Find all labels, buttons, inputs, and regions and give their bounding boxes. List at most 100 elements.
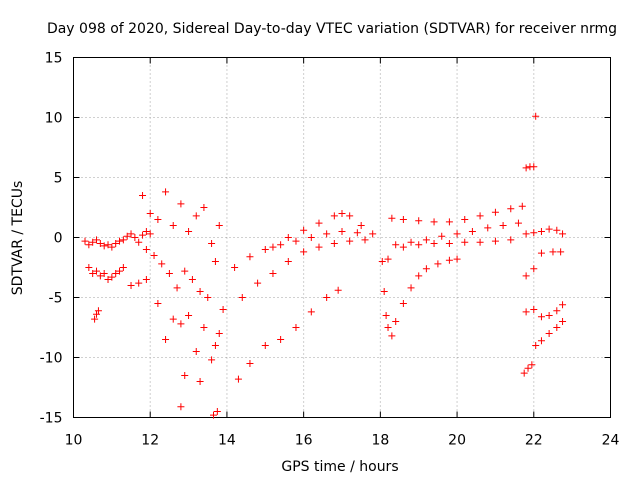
data-point xyxy=(399,243,407,251)
data-point xyxy=(518,202,526,210)
data-point xyxy=(559,230,567,238)
data-point xyxy=(89,270,97,277)
data-point xyxy=(146,210,154,217)
data-point xyxy=(231,264,239,271)
data-point xyxy=(192,212,200,220)
data-point xyxy=(127,230,135,238)
data-point xyxy=(557,248,565,256)
data-point xyxy=(346,212,354,220)
data-point xyxy=(330,212,338,220)
data-point xyxy=(528,361,536,369)
data-point xyxy=(185,312,193,319)
data-point xyxy=(269,270,277,277)
data-point xyxy=(559,318,567,325)
data-point xyxy=(315,243,323,251)
data-point xyxy=(208,240,216,247)
y-axis-label: SDTVAR / TECUs xyxy=(10,181,26,296)
data-point xyxy=(380,288,388,295)
data-point xyxy=(549,248,557,256)
data-point xyxy=(89,238,97,246)
data-point xyxy=(100,242,108,250)
data-point xyxy=(162,188,170,196)
series-9 xyxy=(388,202,526,226)
data-point xyxy=(422,236,430,244)
data-point xyxy=(139,192,147,199)
data-point xyxy=(177,403,185,411)
data-point xyxy=(139,231,147,239)
data-point xyxy=(292,237,300,245)
data-point xyxy=(215,330,223,337)
data-point xyxy=(127,282,135,289)
data-point xyxy=(382,312,390,319)
data-point xyxy=(112,240,120,247)
data-point xyxy=(150,252,158,259)
data-point xyxy=(181,372,189,379)
data-point xyxy=(323,294,331,301)
data-point xyxy=(524,364,532,372)
data-point xyxy=(96,272,104,280)
data-point xyxy=(532,342,540,349)
grid-lines xyxy=(73,57,611,418)
data-point xyxy=(530,265,538,273)
data-point xyxy=(261,342,269,349)
data-point xyxy=(392,318,400,325)
data-point xyxy=(484,224,492,232)
data-point xyxy=(169,222,177,229)
x-tick-label: 16 xyxy=(295,433,313,449)
data-point xyxy=(434,260,442,268)
data-point xyxy=(269,243,277,251)
data-point xyxy=(177,200,185,208)
data-point xyxy=(361,236,369,244)
data-point xyxy=(334,286,342,294)
data-point xyxy=(146,230,154,238)
data-point xyxy=(108,243,116,251)
data-point xyxy=(204,294,212,301)
series-1 xyxy=(85,264,150,289)
data-point xyxy=(173,284,181,292)
data-point xyxy=(192,348,200,355)
y-tick-label: -15 xyxy=(40,411,63,427)
data-point xyxy=(522,230,530,238)
data-point xyxy=(93,310,101,318)
chart-title: Day 098 of 2020, Sidereal Day-to-day VTE… xyxy=(47,21,617,37)
data-point xyxy=(453,230,461,238)
data-point xyxy=(185,228,193,235)
data-point xyxy=(188,276,196,283)
series-11 xyxy=(384,236,515,263)
series-3 xyxy=(139,188,227,385)
data-point xyxy=(277,241,285,249)
data-point xyxy=(384,255,392,263)
data-point xyxy=(532,112,540,120)
x-tick-label: 20 xyxy=(448,433,466,449)
data-point xyxy=(238,294,246,301)
data-point xyxy=(300,226,308,234)
x-tick-label: 10 xyxy=(65,433,83,449)
data-point xyxy=(461,238,469,246)
x-tick-label: 14 xyxy=(218,433,236,449)
data-point xyxy=(537,313,545,321)
series-10 xyxy=(392,219,522,249)
data-points xyxy=(81,112,567,419)
data-point xyxy=(177,320,185,328)
data-point xyxy=(300,248,308,256)
data-point xyxy=(468,228,476,235)
data-point xyxy=(507,236,515,244)
series-13 xyxy=(520,112,567,377)
data-point xyxy=(545,330,553,337)
x-axis-label: GPS time / hours xyxy=(281,459,398,475)
data-point xyxy=(91,315,99,323)
y-tick-label: 5 xyxy=(54,171,63,187)
data-point xyxy=(119,236,127,244)
series-4 xyxy=(177,403,221,419)
data-point xyxy=(169,315,177,323)
data-point xyxy=(415,272,423,280)
data-point xyxy=(491,237,499,245)
data-point xyxy=(545,312,553,319)
data-point xyxy=(520,369,528,377)
data-point xyxy=(219,306,227,313)
y-tick-label: 0 xyxy=(54,231,63,247)
data-point xyxy=(522,272,530,280)
data-point xyxy=(422,265,430,273)
data-point xyxy=(553,307,561,315)
data-point xyxy=(135,238,143,246)
